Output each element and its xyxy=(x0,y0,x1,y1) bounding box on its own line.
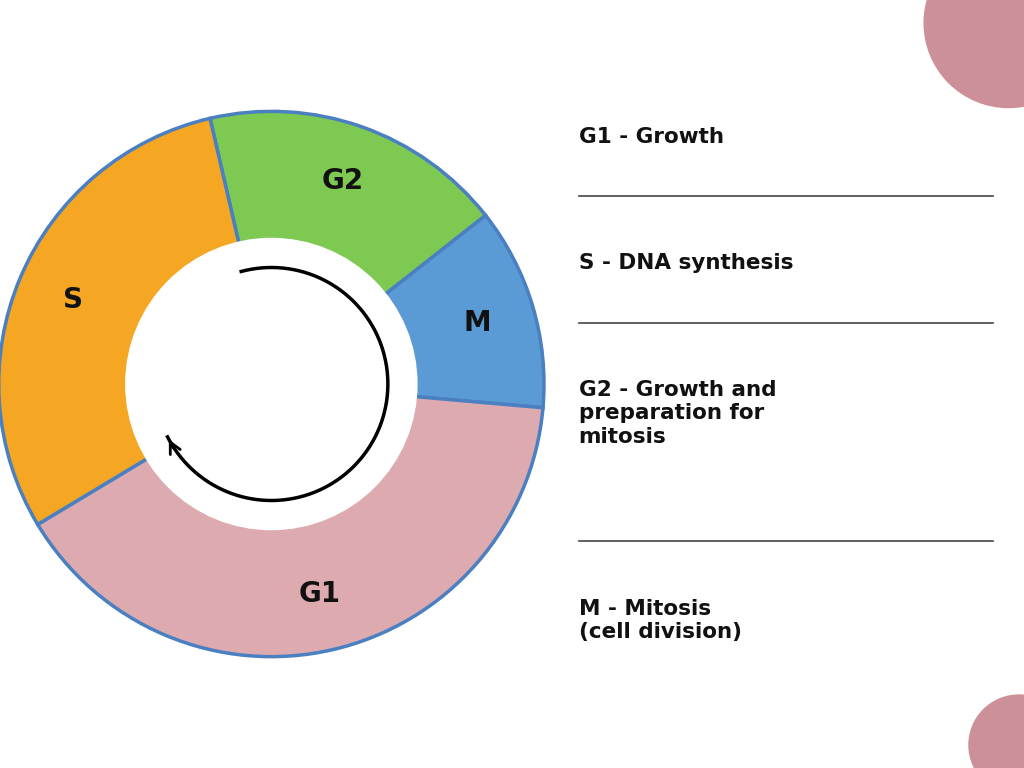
Wedge shape xyxy=(38,396,543,657)
Text: S - DNA synthesis: S - DNA synthesis xyxy=(579,253,793,273)
Wedge shape xyxy=(383,215,544,408)
Circle shape xyxy=(969,695,1024,768)
Text: G1 - Growth: G1 - Growth xyxy=(579,127,724,147)
Text: M: M xyxy=(464,309,492,336)
Text: G2: G2 xyxy=(322,167,364,195)
Circle shape xyxy=(924,0,1024,108)
Circle shape xyxy=(129,242,414,526)
Wedge shape xyxy=(0,118,240,525)
Text: G1: G1 xyxy=(299,580,341,607)
Text: G2 - Growth and
preparation for
mitosis: G2 - Growth and preparation for mitosis xyxy=(579,380,776,446)
Text: M - Mitosis
(cell division): M - Mitosis (cell division) xyxy=(579,599,741,642)
Wedge shape xyxy=(210,111,485,296)
Text: S: S xyxy=(63,286,83,314)
